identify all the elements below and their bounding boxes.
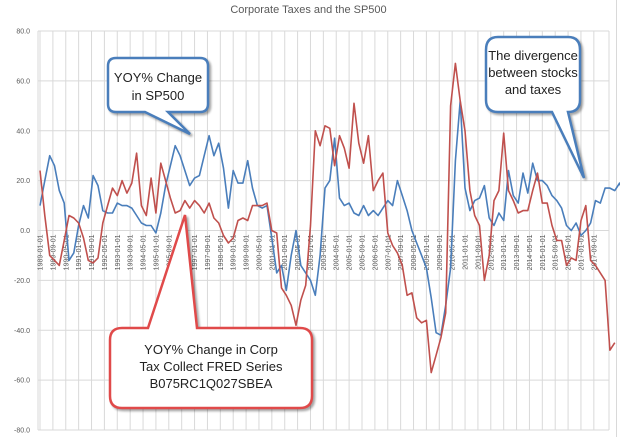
x-tick-label: 2004-05-01	[334, 234, 341, 270]
x-tick-label: 2001-09-01	[282, 234, 289, 270]
callout-sp500-line1: YOY% Change	[114, 70, 202, 85]
x-tick-label: 2017-09-01	[591, 234, 598, 270]
callout-corp-tax-line2: Tax Collect FRED Series	[139, 359, 283, 374]
x-tick-label: 1993-01-01	[115, 234, 122, 270]
x-tick-label: 1991-09-01	[89, 234, 96, 270]
x-tick-label: 1989-09-01	[50, 234, 57, 270]
x-tick-label: 2014-05-01	[527, 234, 534, 270]
y-tick-label: -80.0	[14, 428, 30, 435]
callout-divergence-line1: The divergence	[488, 48, 578, 63]
x-tick-label: 2013-01-01	[501, 234, 508, 270]
x-tick-label: 1997-09-01	[205, 234, 212, 270]
x-tick-label: 2012-05-01	[488, 234, 495, 270]
x-tick-label: 2005-09-01	[360, 234, 367, 270]
y-tick-label: 20.0	[16, 178, 30, 185]
y-tick-label: -60.0	[14, 378, 30, 385]
y-tick-label: 80.0	[16, 29, 30, 36]
y-tick-label: -20.0	[14, 278, 30, 285]
x-tick-label: 1997-01-01	[192, 234, 199, 270]
x-tick-label: 1995-09-01	[166, 234, 173, 270]
x-tick-label: 2017-01-01	[578, 234, 585, 270]
x-tick-label: 1998-05-01	[218, 234, 225, 270]
x-tick-label: 2007-01-01	[385, 234, 392, 270]
x-tick-label: 2011-09-01	[475, 234, 482, 269]
callout-divergence-line3: and taxes	[505, 82, 562, 97]
x-tick-label: 2013-09-01	[514, 234, 521, 270]
chart-title: Corporate Taxes and the SP500	[230, 4, 387, 16]
x-tick-label: 2010-05-01	[450, 234, 457, 270]
y-tick-label: -40.0	[14, 328, 30, 335]
x-tick-label: 2003-01-01	[308, 234, 315, 270]
x-tick-label: 2015-09-01	[553, 234, 560, 270]
callout-divergence: The divergence between stocks and taxes	[484, 35, 586, 179]
series-lines	[39, 62, 620, 374]
x-tick-label: 1992-05-01	[102, 234, 109, 270]
x-tick-label: 2016-05-01	[566, 234, 573, 270]
corp-tax-line	[39, 62, 616, 374]
x-tick-label: 1999-01-01	[231, 234, 238, 270]
x-tick-label: 2011-01-01	[463, 234, 470, 269]
x-tick-label: 1990-05-01	[63, 234, 70, 270]
x-tick-label: 1999-09-01	[244, 234, 251, 270]
y-tick-label: 60.0	[16, 78, 30, 85]
x-tick-label: 2015-01-01	[540, 234, 547, 270]
x-tick-label: 1989-01-01	[38, 234, 45, 270]
x-tick-label: 2003-09-01	[321, 234, 328, 270]
callout-corp-tax-line3: B075RC1Q027SBEA	[150, 376, 273, 391]
sp500-line	[39, 100, 620, 337]
x-axis: 1989-01-01 1989-09-01 1990-05-01 1991-01-01…	[38, 234, 599, 270]
y-tick-label: 40.0	[16, 128, 30, 135]
callout-sp500: YOY% Change in SP500	[106, 56, 210, 136]
x-tick-label: 2005-01-01	[347, 234, 354, 270]
x-tick-label: 1991-01-01	[76, 234, 83, 270]
x-tick-label: 2006-05-01	[372, 234, 379, 270]
x-tick-label: 1994-05-01	[141, 234, 148, 270]
callout-corp-tax: YOY% Change in Corp Tax Collect FRED Ser…	[108, 214, 314, 410]
callout-sp500-line2: in SP500	[132, 88, 185, 103]
y-axis: 80.0 60.0 40.0 20.0 0.0 -20.0 -40.0 -60.0 -80.0	[14, 29, 30, 435]
x-tick-label: 2008-05-01	[411, 234, 418, 270]
x-tick-label: 2009-09-01	[437, 234, 444, 270]
callout-corp-tax-line1: YOY% Change in Corp	[144, 342, 278, 357]
y-tick-label: 0.0	[20, 228, 30, 235]
callout-divergence-line2: between stocks	[488, 65, 578, 80]
x-tick-label: 2001-01-01	[269, 234, 276, 270]
x-tick-label: 1995-01-01	[153, 234, 160, 270]
x-tick-label: 2000-05-01	[256, 234, 263, 270]
x-tick-label: 1993-09-01	[128, 234, 135, 270]
x-tick-label: 2009-01-01	[424, 234, 431, 270]
x-tick-label: 2007-09-01	[398, 234, 405, 270]
